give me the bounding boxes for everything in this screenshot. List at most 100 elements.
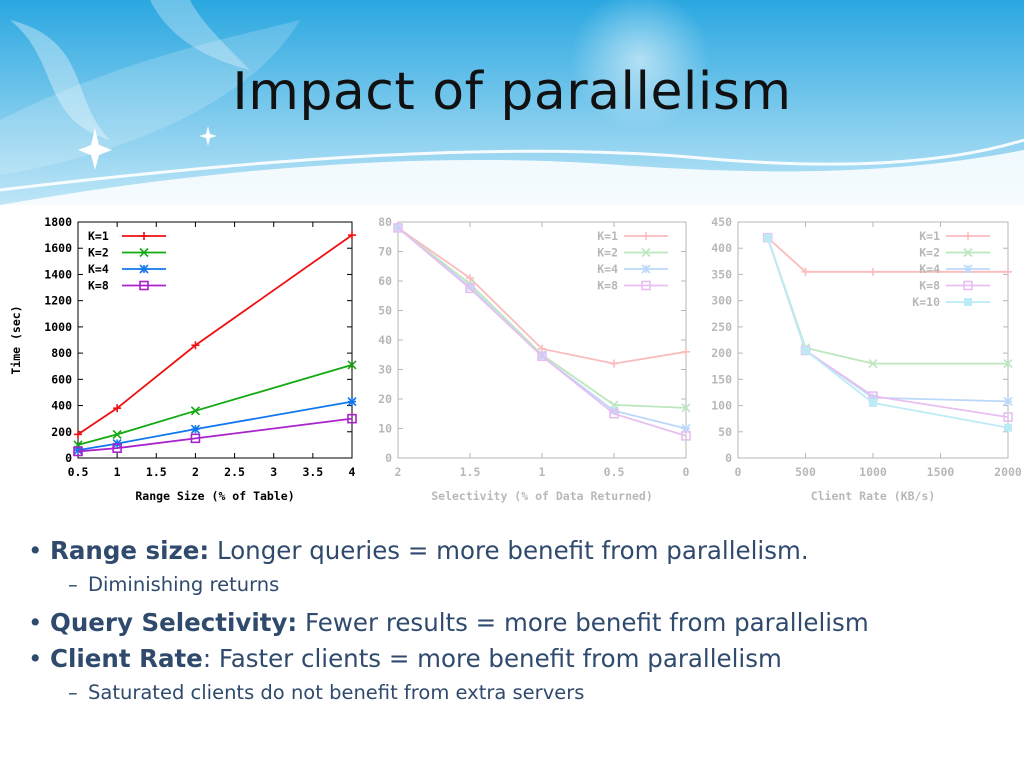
- banner-background: [0, 0, 1024, 205]
- series-k-10: [763, 233, 1012, 432]
- data-point: [393, 223, 403, 233]
- dash-icon: –: [68, 681, 78, 704]
- bullet-icon: •: [28, 644, 43, 673]
- sparkle-icon: [78, 128, 112, 170]
- y-tick-label: 400: [51, 399, 72, 413]
- chart-range-size: 0 200 400 600 800 1000 1200 1400 1600 1800 0.5 1 1.5…: [6, 210, 362, 515]
- marker-stroke: [763, 233, 773, 243]
- marker-square: [190, 433, 201, 444]
- marker-stroke: [393, 223, 403, 233]
- swirl-shape: [10, 20, 110, 140]
- marker-square: [869, 398, 877, 407]
- y-tick-label: 1400: [44, 267, 72, 281]
- data-point: [73, 446, 83, 457]
- legend-entry: K=8: [88, 279, 166, 293]
- bullet-item: • Range size: Longer queries = more bene…: [28, 536, 1008, 566]
- x-axis-label: Client Rate (KB/s): [811, 489, 936, 503]
- y-tick-label: 0: [725, 451, 732, 465]
- marker-stroke: [868, 359, 878, 369]
- x-tick-label: 0: [683, 465, 690, 479]
- y-tick-label: 600: [51, 372, 72, 386]
- data-point: [609, 400, 619, 410]
- marker-square: [112, 443, 122, 453]
- data-point: [763, 233, 772, 242]
- y-tick-label: 60: [378, 274, 392, 288]
- data-point: [800, 343, 811, 353]
- moon-glow: [570, 0, 710, 130]
- swirl-shape: [150, 0, 250, 70]
- marker-stroke: [347, 360, 357, 370]
- data-point: [190, 433, 201, 444]
- marker-stroke: [763, 233, 773, 243]
- marker-stroke: [1003, 396, 1013, 406]
- bullet-item: • Query Selectivity: Fewer results = mor…: [28, 608, 1008, 638]
- marker-stroke: [609, 406, 619, 416]
- bullet-text: : Faster clients = more benefit from par…: [202, 644, 782, 673]
- y-tick-label: 350: [711, 267, 732, 281]
- marker-square: [763, 233, 772, 242]
- y-tick-label: 1600: [44, 241, 72, 255]
- marker-stroke: [347, 397, 357, 407]
- marker-stroke: [465, 282, 475, 292]
- data-point: [963, 264, 973, 274]
- x-axis-label: Selectivity (% of Data Returned): [431, 489, 653, 503]
- marker-stroke: [763, 233, 773, 243]
- title-banner: Impact of parallelism: [0, 0, 1024, 205]
- marker-square: [641, 280, 651, 291]
- data-point: [347, 397, 357, 407]
- marker-stroke: [609, 400, 619, 410]
- legend-entry: K=1: [88, 229, 166, 243]
- x-tick-label: 3: [270, 465, 277, 479]
- bullet-icon: •: [28, 608, 43, 637]
- x-tick-label: 1: [539, 465, 546, 479]
- marker-square: [465, 283, 475, 294]
- legend-label: K=4: [919, 262, 940, 276]
- marker-stroke: [681, 423, 691, 434]
- data-point: [347, 413, 357, 424]
- marker-stroke: [641, 247, 651, 258]
- legend-entry: K=2: [919, 246, 990, 260]
- legend-entry: K=8: [597, 279, 668, 293]
- y-tick-label: 450: [711, 215, 732, 229]
- data-point: [642, 232, 650, 240]
- data-point: [800, 345, 811, 356]
- series-line: [766, 237, 1008, 365]
- series-k-8: [393, 223, 691, 441]
- marker-square: [681, 431, 691, 441]
- y-tick-label: 50: [718, 425, 732, 439]
- sub-bullet-text: Diminishing returns: [88, 573, 280, 596]
- data-point: [1004, 267, 1012, 276]
- plot-frame: [737, 221, 1009, 459]
- series-k-4: [73, 397, 357, 455]
- legend-entry: K=1: [597, 229, 668, 243]
- data-point: [801, 346, 810, 355]
- bullet-icon: •: [28, 536, 43, 565]
- chart-client-rate: 0 50 100 150 200 250 300 350 400 450 0 500 1000 1500 2…: [700, 210, 1024, 515]
- x-tick-label: 1000: [859, 465, 887, 479]
- marker-stroke: [763, 233, 773, 243]
- marker-stroke: [800, 343, 811, 353]
- marker-stroke: [393, 223, 403, 233]
- data-point: [963, 280, 973, 291]
- data-point: [1004, 423, 1012, 432]
- y-tick-label: 250: [711, 320, 732, 334]
- marker-stroke: [465, 282, 475, 292]
- data-point: [641, 264, 651, 274]
- series-line: [767, 237, 1008, 273]
- marker-stroke: [681, 423, 691, 434]
- dash-icon: –: [68, 573, 78, 596]
- data-point: [394, 223, 402, 232]
- marker-square: [762, 232, 773, 243]
- data-point: [465, 282, 475, 292]
- plot-frame: [77, 221, 353, 459]
- chart-svg: 0 50 100 150 200 250 300 350 400 450 0 500 1000 1500 2…: [711, 215, 1022, 503]
- x-tick-label: 0: [735, 465, 742, 479]
- legend-label: K=1: [88, 229, 109, 243]
- data-point: [393, 223, 403, 233]
- y-tick-label: 400: [711, 241, 732, 255]
- series-line: [766, 237, 1009, 429]
- x-tick-label: 1: [114, 465, 121, 479]
- y-tick-label: 150: [711, 372, 732, 386]
- series-k-2: [763, 233, 1013, 369]
- data-point: [1003, 396, 1013, 406]
